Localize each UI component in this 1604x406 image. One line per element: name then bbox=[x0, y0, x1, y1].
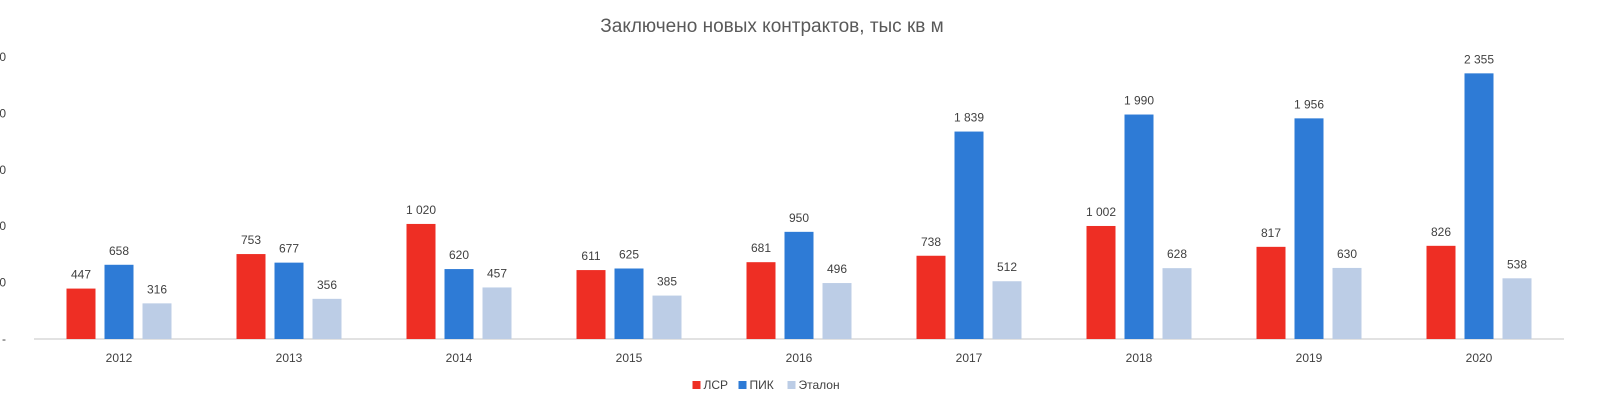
x-tick-label: 2019 bbox=[1296, 351, 1323, 365]
bar-ПИК-2015 bbox=[614, 268, 644, 339]
x-tick-label: 2017 bbox=[956, 351, 983, 365]
bar-ПИК-2018 bbox=[1124, 114, 1154, 339]
data-label: 457 bbox=[487, 266, 507, 280]
data-label: 1 020 bbox=[406, 203, 436, 217]
bar-Эталон-2018 bbox=[1162, 268, 1192, 339]
bar-ЛСР-2015 bbox=[576, 270, 606, 339]
legend-swatch-ПИК bbox=[738, 381, 747, 389]
bar-Эталон-2015 bbox=[652, 295, 682, 339]
data-label: 1 956 bbox=[1294, 97, 1324, 111]
bar-Эталон-2013 bbox=[312, 298, 342, 339]
data-label: 738 bbox=[921, 235, 941, 249]
data-label: 385 bbox=[657, 275, 677, 289]
bar-ПИК-2012 bbox=[104, 264, 134, 339]
x-tick-label: 2014 bbox=[446, 351, 473, 365]
data-label: 1 990 bbox=[1124, 94, 1154, 108]
x-tick-label: 2012 bbox=[106, 351, 133, 365]
data-label: 628 bbox=[1167, 247, 1187, 261]
data-label: 620 bbox=[449, 248, 469, 262]
bar-ЛСР-2012 bbox=[66, 288, 96, 339]
data-label: 1 839 bbox=[954, 111, 984, 125]
legend-label: Эталон bbox=[799, 378, 840, 392]
x-tick-label: 2013 bbox=[276, 351, 303, 365]
legend-swatch-Эталон bbox=[787, 381, 796, 389]
legend-label: ЛСР bbox=[704, 378, 729, 392]
data-label: 447 bbox=[71, 268, 91, 282]
bar-ЛСР-2017 bbox=[916, 255, 946, 339]
legend-swatch-ЛСР bbox=[692, 381, 701, 389]
y-tick-label: - bbox=[2, 332, 6, 346]
bar-Эталон-2016 bbox=[822, 283, 852, 339]
data-label: 630 bbox=[1337, 247, 1357, 261]
bar-ПИК-2017 bbox=[954, 131, 984, 339]
data-label: 611 bbox=[581, 249, 600, 263]
x-tick-label: 2016 bbox=[786, 351, 813, 365]
data-label: 817 bbox=[1261, 226, 1281, 240]
bar-ЛСР-2018 bbox=[1086, 225, 1116, 339]
legend-label: ПИК bbox=[750, 378, 774, 392]
bar-ЛСР-2016 bbox=[746, 262, 776, 339]
legend: ЛСР ПИК Эталон bbox=[692, 378, 840, 392]
y-axis: - 500 1 000 1 500 2 000 2 500 bbox=[0, 50, 6, 346]
bar-Эталон-2017 bbox=[992, 281, 1022, 339]
bar-ПИК-2014 bbox=[444, 269, 474, 339]
data-label: 625 bbox=[619, 248, 639, 262]
bar-Эталон-2014 bbox=[482, 287, 512, 339]
x-tick-label: 2015 bbox=[616, 351, 643, 365]
bar-ПИК-2020 bbox=[1464, 73, 1494, 339]
y-tick-label: 2 500 bbox=[0, 50, 6, 64]
data-label: 1 002 bbox=[1086, 205, 1116, 219]
data-label: 496 bbox=[827, 262, 847, 276]
x-tick-label: 2020 bbox=[1466, 351, 1493, 365]
y-tick-label: 1 500 bbox=[0, 163, 6, 177]
chart-title: Заключено новых контрактов, тыс кв м bbox=[600, 16, 943, 37]
data-label: 658 bbox=[109, 244, 129, 258]
y-tick-label: 2 000 bbox=[0, 106, 6, 120]
data-label: 950 bbox=[789, 211, 809, 225]
bar-Эталон-2020 bbox=[1502, 278, 1532, 339]
bar-ЛСР-2013 bbox=[236, 254, 266, 339]
x-axis: 2012 2013 2014 2015 2016 2017 2018 2019 2020 bbox=[106, 351, 1493, 365]
bar-Эталон-2019 bbox=[1332, 267, 1362, 339]
bar-ЛСР-2020 bbox=[1426, 245, 1456, 339]
y-tick-label: 500 bbox=[0, 276, 6, 290]
bar-ПИК-2013 bbox=[274, 262, 304, 339]
bar-Эталон-2012 bbox=[142, 303, 172, 339]
data-label: 826 bbox=[1431, 225, 1451, 239]
y-tick-label: 1 000 bbox=[0, 219, 6, 233]
data-label: 681 bbox=[751, 241, 771, 255]
bar-ЛСР-2014 bbox=[406, 223, 436, 339]
data-label: 316 bbox=[147, 282, 167, 296]
data-label: 512 bbox=[997, 260, 1017, 274]
data-label: 753 bbox=[241, 233, 261, 247]
data-label: 2 355 bbox=[1464, 52, 1494, 66]
bar-ПИК-2019 bbox=[1294, 118, 1324, 340]
bars: 447 658 316 753 677 356 1 020 620 457 611 625 385 68… bbox=[66, 52, 1532, 340]
x-tick-label: 2018 bbox=[1126, 351, 1153, 365]
bar-ПИК-2016 bbox=[784, 231, 814, 339]
data-label: 677 bbox=[279, 242, 299, 256]
data-label: 538 bbox=[1507, 257, 1527, 271]
data-label: 356 bbox=[317, 278, 337, 292]
bar-ЛСР-2019 bbox=[1256, 246, 1286, 339]
